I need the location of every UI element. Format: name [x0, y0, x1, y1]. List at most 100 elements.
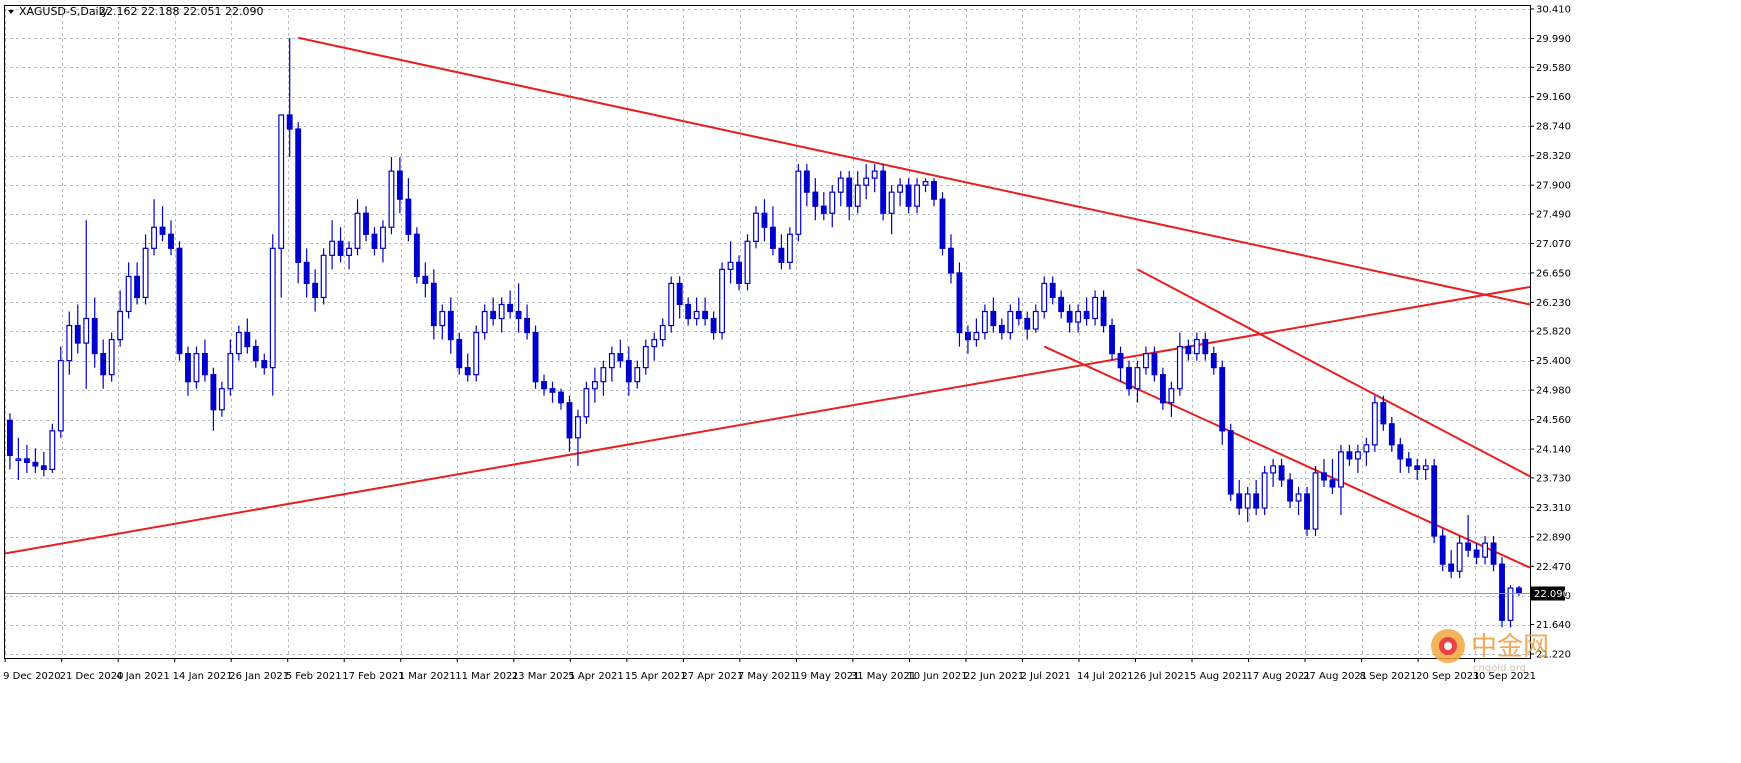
candle-body: [1143, 353, 1149, 369]
candle-body: [973, 331, 980, 341]
candle: [964, 325, 971, 354]
y-tick-label: 25.820: [1536, 327, 1571, 338]
ohlc-label: 22.162 22.188 22.051 22.090: [99, 5, 263, 18]
x-tick-label: 27 Apr 2021: [681, 671, 743, 682]
candle-body: [447, 310, 454, 341]
candle: [1007, 304, 1014, 340]
x-tick-label: 22 Jun 2021: [964, 671, 1024, 682]
candle-body: [948, 247, 954, 274]
candle-body: [854, 184, 861, 207]
candle-body: [685, 303, 692, 320]
candle-body: [1227, 430, 1234, 495]
candle-body: [303, 261, 310, 285]
candle: [719, 262, 725, 340]
candle: [600, 360, 607, 396]
y-tick-label: 29.580: [1536, 63, 1571, 74]
x-tick-label: 14 Jan 2021: [173, 671, 233, 682]
candle-body: [1338, 451, 1344, 488]
y-tick-label: 28.320: [1536, 151, 1571, 162]
candle-body: [1465, 542, 1472, 551]
candle: [863, 164, 870, 200]
y-tick-label: 23.730: [1536, 473, 1571, 484]
candle-body: [83, 317, 90, 344]
candle-body: [117, 310, 124, 341]
candle: [1388, 416, 1395, 452]
candle: [380, 220, 386, 263]
candle-body: [515, 310, 522, 320]
chart-header: XAGUSD-S,Daily 22.162 22.188 22.051 22.0…: [8, 5, 263, 18]
y-tick-label: 27.490: [1536, 209, 1571, 220]
dropdown-triangle-icon[interactable]: [8, 10, 14, 14]
candle: [405, 178, 412, 242]
candle: [134, 262, 141, 305]
candle-body: [481, 310, 488, 334]
candle: [1049, 276, 1056, 305]
candle: [168, 220, 174, 256]
candle: [193, 346, 200, 389]
candle: [481, 304, 488, 340]
candle: [1270, 458, 1277, 487]
candle: [337, 227, 344, 263]
trendline-4[interactable]: [1043, 345, 1531, 569]
candle: [269, 234, 276, 396]
watermark-site: cngold.org: [1473, 663, 1526, 674]
candle: [473, 325, 480, 382]
trendline-2[interactable]: [3, 285, 1531, 555]
candle: [541, 374, 547, 396]
candle-body: [1473, 549, 1480, 558]
candle-body: [320, 254, 327, 299]
candle: [888, 185, 895, 235]
plot-frame: [4, 5, 1531, 659]
candle-body: [354, 212, 361, 249]
candle-body: [1176, 345, 1183, 390]
candle: [1278, 458, 1285, 487]
candle-body: [1041, 282, 1048, 313]
x-tick-label: 2 Jul 2021: [1020, 671, 1070, 682]
candle-body: [1151, 353, 1158, 376]
candle-body: [761, 212, 768, 228]
candle: [1439, 529, 1446, 572]
candle: [1295, 486, 1302, 516]
candle: [1066, 304, 1073, 333]
candle: [83, 220, 90, 389]
x-tick-label: 20 Sep 2021: [1416, 671, 1479, 682]
candle: [736, 255, 742, 291]
candle: [1329, 458, 1336, 494]
candle: [354, 199, 361, 256]
candle-body: [922, 181, 929, 186]
x-tick-label: 4 Jan 2021: [116, 671, 170, 682]
trendline-1[interactable]: [297, 36, 1531, 306]
candle-body: [456, 338, 463, 369]
candle-body: [151, 226, 157, 249]
candle: [1117, 346, 1124, 382]
trendline-3[interactable]: [1137, 268, 1531, 478]
candle-body: [490, 310, 497, 320]
candle-body: [566, 402, 573, 439]
candle-body: [100, 353, 107, 376]
candle: [914, 178, 920, 214]
candle: [388, 157, 395, 235]
candle: [1312, 465, 1319, 537]
candle-body: [439, 310, 446, 327]
candle-body: [541, 381, 547, 390]
candle: [1092, 290, 1099, 326]
candle: [1253, 479, 1260, 516]
candle: [1024, 311, 1031, 340]
candle: [1516, 585, 1522, 596]
trendlines[interactable]: [3, 36, 1531, 569]
candle-body: [371, 233, 378, 249]
x-tick-label: 5 Apr 2021: [568, 671, 623, 682]
candle-body: [770, 226, 776, 249]
candle-body: [736, 261, 742, 285]
candle: [566, 395, 573, 452]
candle: [227, 339, 234, 396]
candle-body: [473, 331, 480, 376]
candle-body: [600, 367, 607, 383]
candle-body: [710, 317, 717, 334]
y-tick-label: 26.650: [1536, 268, 1571, 279]
y-tick-label: 26.230: [1536, 298, 1571, 309]
candle-body: [829, 191, 836, 214]
candle-body: [1185, 345, 1192, 355]
y-tick-label: 24.560: [1536, 415, 1571, 426]
